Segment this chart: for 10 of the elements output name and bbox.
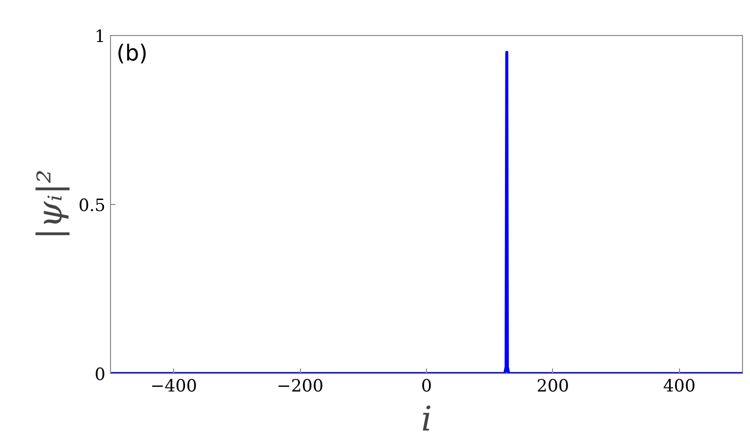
x-tick-label: −400 xyxy=(150,376,198,396)
annotation: (b) xyxy=(116,42,148,66)
y-axis-title: |ψᵢ|² xyxy=(30,169,70,240)
x-tick-label: 200 xyxy=(536,376,570,396)
x-tick-label: −200 xyxy=(276,376,324,396)
y-tick-label: 1 xyxy=(94,27,106,47)
x-tick-label: 400 xyxy=(663,376,696,396)
y-tick-label: 0.5 xyxy=(78,196,106,216)
x-tick-label: 0 xyxy=(421,376,432,396)
x-axis-title: i xyxy=(421,400,432,440)
